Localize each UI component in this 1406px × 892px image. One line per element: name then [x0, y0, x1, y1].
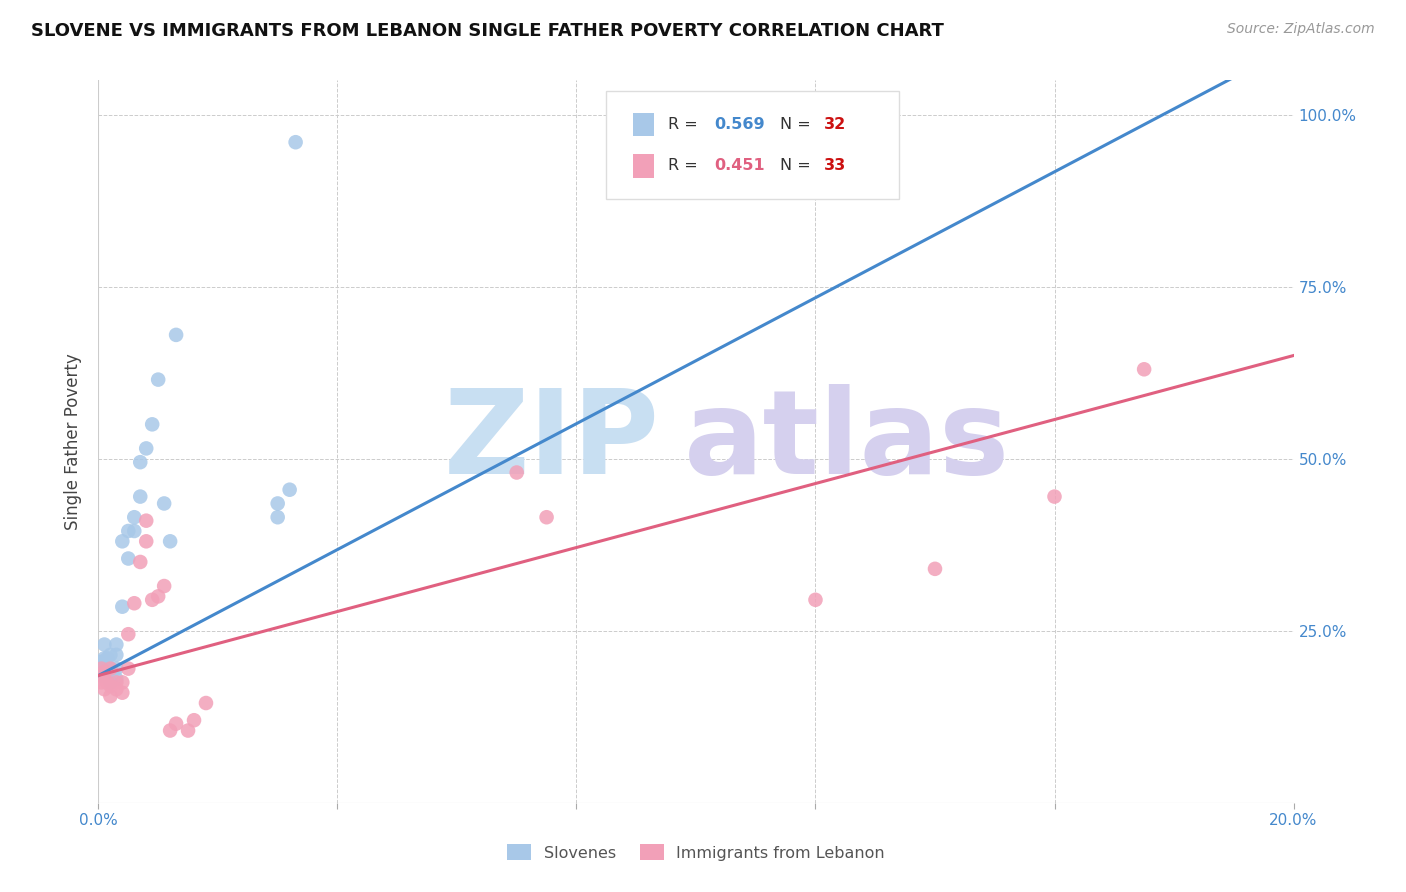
Point: [105, 675, 128, 690]
Point: [98, 679, 122, 693]
FancyBboxPatch shape: [633, 113, 654, 136]
Point: [93, 665, 115, 679]
Point: [105, 648, 128, 662]
Point: [267, 510, 290, 524]
Point: [177, 723, 200, 738]
Point: [165, 327, 187, 342]
Point: [153, 579, 176, 593]
Point: [129, 455, 152, 469]
Point: [98, 648, 122, 662]
Point: [90, 662, 112, 676]
Point: [159, 534, 181, 549]
Text: R =: R =: [668, 117, 703, 132]
Point: [148, 590, 170, 604]
Legend: Slovenes, Immigrants from Lebanon: Slovenes, Immigrants from Lebanon: [501, 838, 891, 867]
Point: [129, 490, 152, 504]
Point: [111, 686, 134, 700]
Point: [117, 627, 139, 641]
Text: ZIP: ZIP: [444, 384, 661, 499]
Point: [98, 689, 122, 703]
Point: [124, 596, 146, 610]
Point: [93, 682, 115, 697]
FancyBboxPatch shape: [633, 154, 654, 178]
FancyBboxPatch shape: [606, 91, 900, 200]
Text: 32: 32: [824, 117, 846, 132]
Point: [1133, 362, 1156, 376]
Text: N =: N =: [780, 117, 815, 132]
Point: [93, 638, 115, 652]
Point: [90, 668, 112, 682]
Point: [90, 675, 112, 690]
Point: [183, 713, 205, 727]
Point: [105, 682, 128, 697]
Point: [506, 466, 529, 480]
Point: [93, 651, 115, 665]
Point: [111, 599, 134, 614]
Text: N =: N =: [780, 159, 815, 173]
Point: [195, 696, 218, 710]
Point: [129, 555, 152, 569]
Point: [117, 524, 139, 538]
Point: [135, 514, 157, 528]
Point: [111, 675, 134, 690]
Point: [804, 592, 827, 607]
Point: [111, 534, 134, 549]
Point: [117, 551, 139, 566]
Point: [90, 655, 112, 669]
Text: 0.451: 0.451: [714, 159, 765, 173]
Point: [159, 723, 181, 738]
Point: [278, 483, 301, 497]
Point: [117, 662, 139, 676]
Point: [153, 496, 176, 510]
Point: [124, 524, 146, 538]
Point: [135, 442, 157, 456]
Point: [1043, 490, 1066, 504]
Text: Source: ZipAtlas.com: Source: ZipAtlas.com: [1227, 22, 1375, 37]
Y-axis label: Single Father Poverty: Single Father Poverty: [65, 353, 83, 530]
Point: [124, 510, 146, 524]
Point: [93, 672, 115, 686]
Point: [96, 665, 118, 679]
Point: [98, 675, 122, 690]
Point: [98, 662, 122, 676]
Text: atlas: atlas: [685, 384, 1011, 499]
Point: [93, 662, 115, 676]
Point: [96, 651, 118, 665]
Point: [105, 672, 128, 686]
Point: [135, 534, 157, 549]
Text: 0.569: 0.569: [714, 117, 765, 132]
Point: [284, 135, 307, 149]
Point: [105, 662, 128, 676]
Point: [98, 662, 122, 676]
Point: [924, 562, 946, 576]
Point: [105, 638, 128, 652]
Point: [267, 496, 290, 510]
Text: R =: R =: [668, 159, 703, 173]
Text: 33: 33: [824, 159, 846, 173]
Text: SLOVENE VS IMMIGRANTS FROM LEBANON SINGLE FATHER POVERTY CORRELATION CHART: SLOVENE VS IMMIGRANTS FROM LEBANON SINGL…: [31, 22, 943, 40]
Point: [141, 417, 163, 432]
Point: [148, 373, 170, 387]
Point: [141, 592, 163, 607]
Point: [536, 510, 558, 524]
Point: [96, 675, 118, 690]
Point: [165, 716, 187, 731]
